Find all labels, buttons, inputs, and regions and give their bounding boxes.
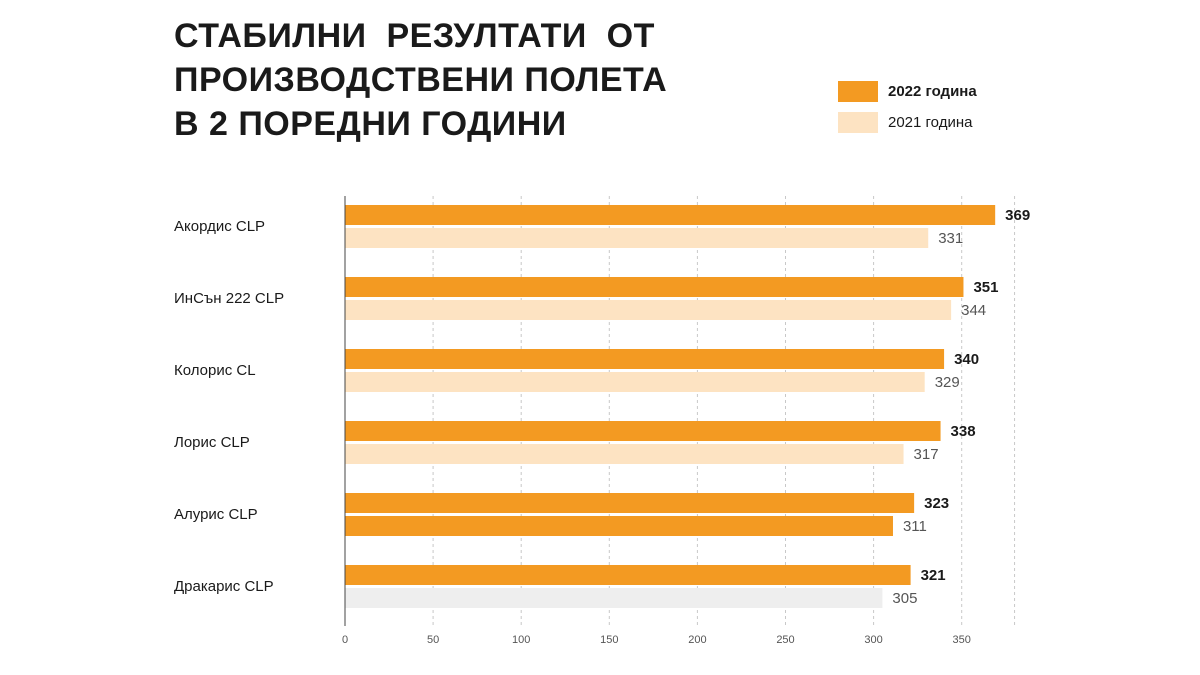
value-label-2022-2: 340 (954, 351, 979, 368)
value-label-2021-2: 329 (935, 374, 960, 391)
category-label-0: Акордис CLP (174, 218, 265, 235)
bar-2022-0 (345, 205, 996, 225)
title-line-1: СТАБИЛНИ РЕЗУЛТАТИ ОТ (174, 17, 655, 55)
bar-2021-2 (345, 372, 925, 392)
category-label-1: ИнСън 222 CLP (174, 290, 284, 307)
x-tick-label-50: 50 (427, 634, 439, 646)
legend-label-2021: 2021 година (888, 113, 973, 131)
legend-swatch-2022 (838, 80, 878, 102)
value-label-2022-5: 321 (921, 567, 946, 584)
value-label-2021-0: 331 (938, 230, 963, 247)
bar-2022-2 (345, 349, 945, 369)
chart-title: СТАБИЛНИ РЕЗУЛТАТИ ОТ ПРОИЗВОДСТВЕНИ ПОЛ… (174, 14, 734, 146)
value-label-2021-3: 317 (914, 446, 939, 463)
x-tick-label-200: 200 (688, 634, 706, 646)
x-tick-label-250: 250 (776, 634, 794, 646)
title-line-3: В 2 ПОРЕДНИ ГОДИНИ (174, 105, 567, 143)
value-label-2021-4: 311 (903, 518, 927, 535)
legend-item-2021: 2021 година (838, 111, 977, 133)
x-tick-label-350: 350 (953, 634, 971, 646)
bar-2022-5 (345, 565, 911, 585)
x-tick-label-150: 150 (600, 634, 618, 646)
value-label-2021-1: 344 (961, 302, 986, 319)
x-tick-label-0: 0 (342, 634, 348, 646)
category-label-5: Дракарис CLP (174, 578, 274, 595)
legend-label-2022: 2022 година (888, 82, 977, 100)
bar-2021-1 (345, 300, 952, 320)
value-label-2021-5: 305 (892, 590, 917, 607)
bar-2022-4 (345, 493, 915, 513)
category-label-2: Колорис CL (174, 362, 256, 379)
bar-2021-0 (345, 228, 929, 248)
x-tick-label-300: 300 (864, 634, 882, 646)
legend-item-2022: 2022 година (838, 80, 977, 102)
bar-2022-3 (345, 421, 941, 441)
x-tick-label-100: 100 (512, 634, 530, 646)
title-line-2: ПРОИЗВОДСТВЕНИ ПОЛЕТА (174, 61, 668, 99)
bar-2021-4 (345, 516, 893, 536)
category-label-4: Алурис CLP (174, 506, 258, 523)
category-label-3: Лорис CLP (174, 434, 250, 451)
bar-2021-3 (345, 444, 904, 464)
legend: 2022 година 2021 година (838, 80, 977, 142)
value-label-2022-1: 351 (973, 279, 998, 296)
value-label-2022-0: 369 (1005, 207, 1030, 224)
value-label-2022-3: 338 (951, 423, 976, 440)
bar-2021-5 (345, 588, 883, 608)
bar-2022-1 (345, 277, 964, 297)
value-label-2022-4: 323 (924, 495, 949, 512)
legend-swatch-2021 (838, 111, 878, 133)
